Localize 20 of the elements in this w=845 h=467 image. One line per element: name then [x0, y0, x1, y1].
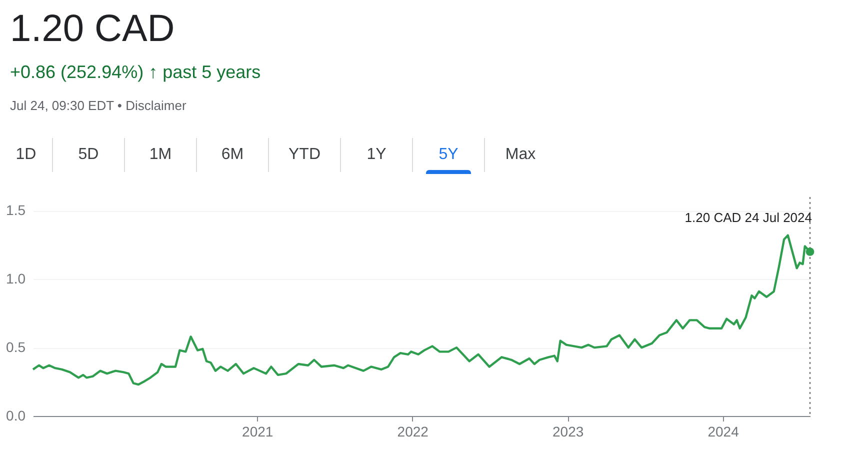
text: 1Y: [340, 138, 412, 172]
chart-title: 1.20 CAD: [10, 8, 175, 51]
text: YTD: [268, 138, 340, 172]
y-tick-label: 0.5: [6, 339, 26, 356]
x-tick-label: 2024: [708, 424, 740, 440]
text: 1D: [14, 145, 38, 165]
text: 6M: [196, 138, 268, 172]
text: Jul 24, 09:30 EDT • Disclaimer: [10, 98, 186, 113]
y-tick-label: 1.5: [6, 202, 26, 218]
x-tick-label: 2023: [552, 424, 584, 440]
text: 1M: [124, 138, 196, 172]
text: 5D: [52, 138, 124, 172]
x-tick-label: 2021: [242, 424, 274, 440]
text: 5Y: [412, 138, 484, 172]
x-tick-label: 2022: [397, 424, 429, 440]
text: Max: [484, 138, 556, 172]
y-tick-label: 0.0: [6, 408, 26, 424]
annotation: 1.20 CAD 24 Jul 2024: [684, 210, 812, 225]
chart-subtitle: +0.86 (252.94%) ↑ past 5 years: [10, 62, 261, 83]
y-tick-label: 1.0: [6, 270, 26, 287]
